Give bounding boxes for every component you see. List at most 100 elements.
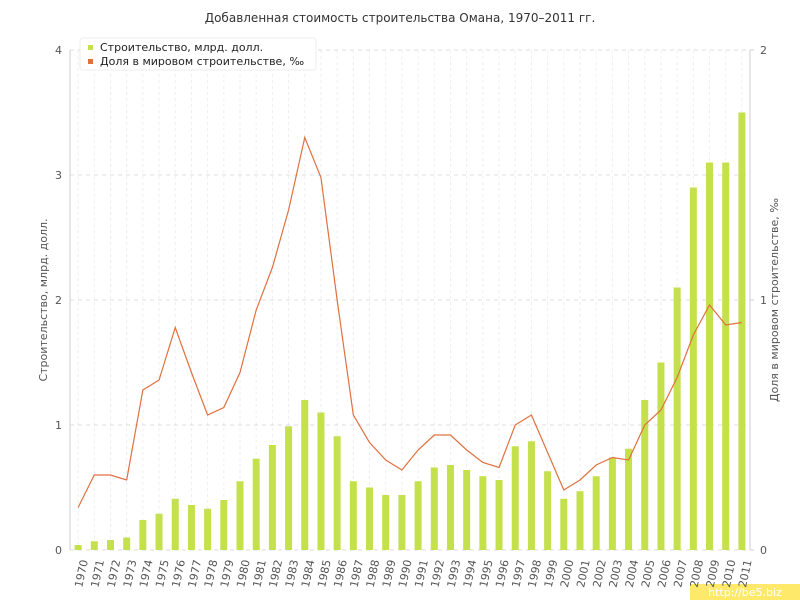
bar [430,467,438,550]
legend-label: Доля в мировом строительстве, ‰ [100,55,304,68]
x-tick-label: 1994 [461,559,480,589]
bar [641,400,649,550]
x-tick-label: 2010 [720,559,739,589]
bar [204,508,212,550]
bar [139,520,147,550]
bar [349,481,357,550]
y2-tick-label: 0 [760,544,767,557]
bar [285,426,293,550]
x-tick-label: 1997 [509,559,528,589]
x-tick-label: 1999 [542,559,561,589]
x-tick-label: 2011 [736,559,755,589]
x-tick-label: 1989 [380,559,399,589]
bar [106,540,114,550]
x-tick-label: 1993 [445,559,464,589]
bar [592,476,600,550]
bar [446,465,454,550]
x-tick-label: 1971 [89,559,108,589]
x-tick-label: 1978 [202,559,221,589]
x-tick-label: 2005 [639,559,658,589]
bar [479,476,487,550]
legend: Строительство, млрд. долл.Доля в мировом… [79,37,317,71]
x-tick-label: 2006 [655,559,674,589]
x-tick-label: 1986 [331,559,350,589]
x-tick-label: 1984 [299,559,318,589]
watermark: http://be5.biz [708,586,782,599]
bar [706,162,714,550]
x-tick-label: 1972 [105,559,124,589]
x-tick-label: 2007 [671,559,690,589]
bar [511,446,519,550]
x-tick-label: 1990 [396,559,415,589]
x-tick-label: 1975 [153,559,172,589]
bar [625,448,633,550]
y-tick-label: 4 [55,44,62,57]
x-tick-label: 1987 [348,559,367,589]
x-tick-label: 1979 [218,559,237,589]
x-tick-label: 1996 [493,559,512,589]
bar [689,187,697,550]
x-tick-label: 1992 [429,559,448,589]
bar [366,487,374,550]
y2-tick-label: 1 [760,294,767,307]
x-tick-label: 1998 [526,559,545,589]
bar [155,513,163,550]
bar [722,162,730,550]
x-tick-label: 1980 [234,559,253,589]
x-tick-label: 2002 [590,559,609,589]
chart-title: Добавленная стоимость строительства Оман… [205,11,596,25]
x-tick-label: 1976 [169,559,188,589]
x-tick-label: 2001 [574,559,593,589]
bar [414,481,422,550]
bar [576,491,584,550]
x-tick-label: 1981 [250,559,269,589]
y2-tick-label: 2 [760,44,767,57]
bar [317,412,325,550]
x-tick-label: 1985 [315,559,334,589]
watermark-bg [690,584,800,600]
bar [236,481,244,550]
x-tick-label: 1970 [72,559,91,589]
bar [333,436,341,550]
bar [187,505,195,550]
bar [544,471,552,550]
x-tick-label: 2004 [623,559,642,589]
y2-axis-title: Доля в мировом строительстве, ‰ [768,198,781,402]
legend-label: Строительство, млрд. долл. [100,41,263,54]
x-tick-label: 2009 [704,559,723,589]
bar [495,480,503,550]
x-tick-label: 1983 [283,559,302,589]
x-tick-label: 1991 [412,559,431,589]
x-tick-label: 1977 [186,559,205,589]
bar [738,112,746,550]
x-tick-label: 2003 [607,559,626,589]
bar [301,400,309,550]
legend-box [79,37,317,71]
x-tick-label: 1982 [267,559,286,589]
bar [382,495,390,550]
bar [220,500,228,550]
bar [252,458,260,550]
bar [560,498,568,550]
y-tick-label: 2 [55,294,62,307]
legend-marker [88,45,93,50]
bar [527,441,535,550]
bar [268,445,276,550]
bar [657,362,665,550]
bar [74,545,82,550]
bar [673,287,681,550]
y-tick-label: 0 [55,544,62,557]
bar [90,541,98,550]
bar [398,495,406,550]
y-tick-label: 1 [55,419,62,432]
y-axis-title: Строительство, млрд. долл. [37,218,50,381]
bar [171,498,179,550]
legend-marker [88,59,93,64]
bar [463,470,471,550]
x-tick-label: 1995 [477,559,496,589]
x-tick-label: 1974 [137,559,156,589]
x-tick-label: 2000 [558,559,577,589]
line [77,135,742,508]
x-tick-label: 1988 [364,559,383,589]
